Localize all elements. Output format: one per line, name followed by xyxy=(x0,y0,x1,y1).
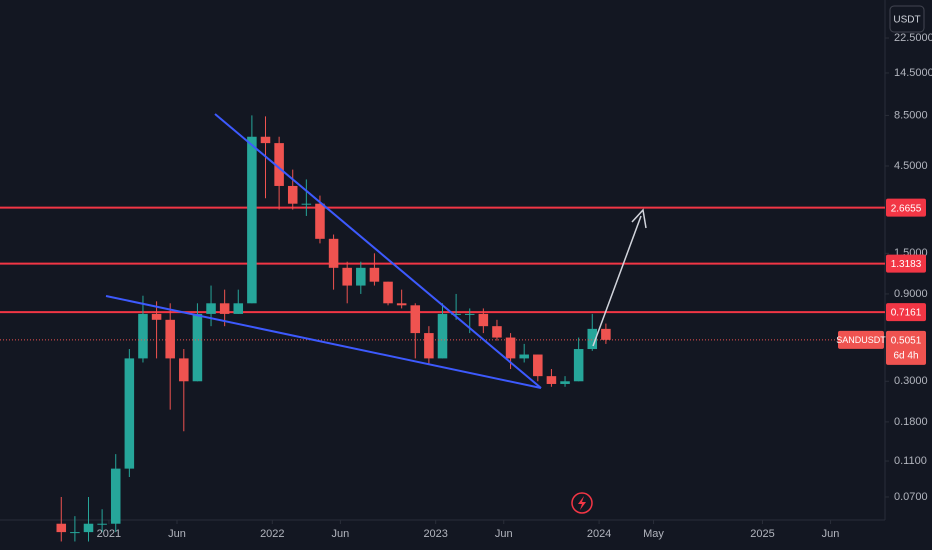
candle-body xyxy=(56,523,67,533)
level-badge xyxy=(886,303,926,322)
candle-body xyxy=(464,313,475,315)
candle-body xyxy=(560,381,570,384)
x-tick-label: Jun xyxy=(332,528,350,540)
candle-body xyxy=(546,376,557,384)
candle-body xyxy=(151,313,162,320)
level-badge xyxy=(886,254,926,273)
level-badge-label: 2.6655 xyxy=(891,203,922,214)
event-bolt xyxy=(578,496,586,510)
candle-body xyxy=(328,238,339,268)
level-badge-label: 0.7161 xyxy=(891,308,922,319)
x-tick-label: 2025 xyxy=(750,528,774,540)
x-tick-label: 2022 xyxy=(260,528,284,540)
candle-body xyxy=(124,358,135,469)
candle-body xyxy=(274,143,284,186)
candle-body xyxy=(83,523,94,533)
y-tick-label: 0.0700 xyxy=(894,491,928,503)
trendline-upper xyxy=(214,113,542,389)
y-tick-label: 8.5000 xyxy=(894,109,928,121)
candle-body xyxy=(410,305,421,334)
candle-body xyxy=(424,333,434,359)
arrow-head xyxy=(631,208,647,229)
currency-button[interactable] xyxy=(889,5,925,33)
y-tick-label: 0.1100 xyxy=(894,455,927,467)
candle-body xyxy=(396,303,407,306)
candle-body xyxy=(451,313,461,315)
candle-body xyxy=(179,358,189,382)
symbol-badge xyxy=(838,330,884,349)
candle-body xyxy=(573,349,584,382)
candle-body xyxy=(301,203,312,205)
y-tick-label: 22.5000 xyxy=(894,32,932,44)
candle-body xyxy=(247,136,257,304)
trendline-lower xyxy=(105,295,542,389)
candle-body xyxy=(138,313,148,359)
level-badge xyxy=(886,198,926,217)
candle-body xyxy=(97,523,107,525)
candle-body xyxy=(315,203,325,239)
x-tick-label: Jun xyxy=(822,528,840,540)
y-tick-label: 4.5000 xyxy=(894,160,928,172)
candle-body xyxy=(233,303,244,314)
y-tick-label: 14.5000 xyxy=(894,67,932,79)
currency-label[interactable]: USDT xyxy=(893,15,920,26)
y-tick-label: 0.1800 xyxy=(894,416,928,428)
candle-body xyxy=(437,313,448,359)
candle-body xyxy=(533,354,543,377)
symbol-label: SANDUSDT xyxy=(836,335,886,345)
candle-body xyxy=(478,313,489,327)
candle-body xyxy=(383,281,393,304)
y-tick-label: 1.5000 xyxy=(894,247,928,259)
last-price-label: 0.5051 xyxy=(891,335,922,346)
candle-body xyxy=(492,326,502,338)
x-tick-label: May xyxy=(643,528,664,540)
price-axis: 22.5000 14.5000 8.5000 4.5000 1.5000 0.9000 0.… xyxy=(836,32,932,503)
x-tick-label: 2024 xyxy=(587,528,611,540)
event-icon[interactable] xyxy=(571,492,593,514)
x-tick-label: Jun xyxy=(495,528,513,540)
candle-body xyxy=(219,303,230,314)
x-tick-label: 2021 xyxy=(97,528,121,540)
candle-body xyxy=(192,313,203,382)
candle-body xyxy=(206,303,216,314)
candle-body xyxy=(505,337,516,359)
y-tick-label: 0.3000 xyxy=(894,375,928,387)
candle-body xyxy=(519,354,529,359)
candle-body xyxy=(287,185,298,204)
candle-body xyxy=(110,468,121,524)
countdown-label: 6d 4h xyxy=(893,350,918,361)
x-tick-label: 2023 xyxy=(423,528,447,540)
candle-body xyxy=(601,328,611,340)
last-price-badge xyxy=(886,330,926,365)
candle-body xyxy=(369,267,380,282)
candle-body xyxy=(70,532,80,534)
y-tick-label: 0.9000 xyxy=(894,288,928,300)
candle-body xyxy=(587,328,598,350)
arrow-line xyxy=(592,215,642,347)
candle-body xyxy=(260,136,271,144)
level-badge-label: 1.3183 xyxy=(891,259,922,270)
candle-body xyxy=(165,319,175,359)
candle-body xyxy=(356,267,366,286)
plot xyxy=(0,115,885,542)
x-tick-label: Jun xyxy=(168,528,186,540)
candle-body xyxy=(342,267,352,286)
